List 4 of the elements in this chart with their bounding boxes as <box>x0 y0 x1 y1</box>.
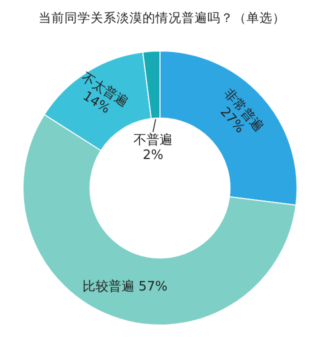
slice-label: 比较普遍 57% <box>82 278 168 294</box>
slice-label: 不普遍 <box>134 132 172 148</box>
data-label: 2% <box>142 148 164 163</box>
chart-title: 当前同学关系淡漠的情况普遍吗？（单选） <box>38 10 286 25</box>
